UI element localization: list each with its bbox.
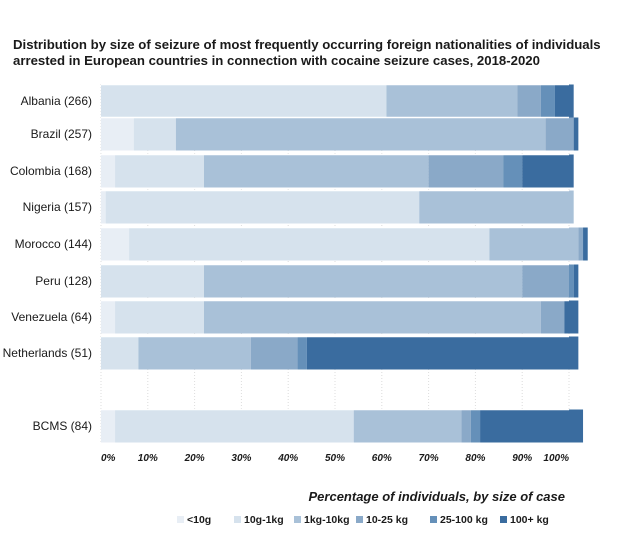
bar-segment — [101, 300, 116, 334]
legend-label: 25-100 kg — [440, 514, 488, 526]
legend-label: 10-25 kg — [366, 514, 408, 526]
x-tick-label: 70% — [419, 453, 439, 464]
bar-segment — [129, 227, 490, 261]
bar-segment — [175, 117, 546, 151]
bar-segment — [250, 336, 298, 370]
bar-segment — [480, 409, 584, 443]
bar-segment — [203, 264, 523, 298]
category-label: Albania (266) — [21, 94, 92, 108]
bar-segment — [138, 336, 251, 370]
legend-label: 10g-1kg — [244, 514, 284, 526]
bar-segment — [573, 117, 579, 151]
legend-swatch — [356, 516, 363, 523]
legend-item: 100+ kg — [500, 514, 549, 526]
legend-swatch — [430, 516, 437, 523]
bar-segment — [203, 154, 429, 188]
legend-label: <10g — [187, 514, 211, 526]
bar-segment — [517, 84, 541, 118]
chart-title: Distribution by size of seizure of most … — [13, 37, 601, 68]
bar-segment — [554, 84, 574, 118]
bar-segment — [101, 190, 106, 224]
legend-item: 10g-1kg — [234, 514, 284, 526]
category-label: Nigeria (157) — [23, 200, 92, 214]
bar-segment — [101, 264, 204, 298]
bar-segment — [101, 409, 116, 443]
legend-swatch — [500, 516, 507, 523]
bar-segment — [297, 336, 307, 370]
legend-item: 25-100 kg — [430, 514, 488, 526]
bar-segment — [115, 300, 204, 334]
bar-segment — [489, 227, 579, 261]
legend-item: 1kg-10kg — [294, 514, 350, 526]
bar-segment — [101, 227, 130, 261]
bar-segment — [461, 409, 471, 443]
bar-segment — [569, 264, 574, 298]
legend-swatch — [294, 516, 301, 523]
legend-label: 1kg-10kg — [304, 514, 350, 526]
bar-segment — [503, 154, 523, 188]
category-label: Brazil (257) — [31, 127, 92, 141]
bar-segment — [578, 227, 584, 261]
x-tick-label: 80% — [465, 453, 485, 464]
category-label: Peru (128) — [35, 274, 92, 288]
x-tick-label: 60% — [372, 453, 392, 464]
legend-item: <10g — [177, 514, 211, 526]
x-tick-label: 100% — [543, 453, 569, 464]
bar-segment — [115, 409, 354, 443]
bar-segment — [470, 409, 481, 443]
bar-segment — [101, 154, 116, 188]
bar-segment — [101, 336, 139, 370]
bar-segment — [540, 300, 565, 334]
x-tick-label: 30% — [231, 453, 251, 464]
bar-segment — [428, 154, 504, 188]
bar-segment — [203, 300, 541, 334]
legend-swatch — [177, 516, 184, 523]
bar-segment — [386, 84, 518, 118]
category-labels: Albania (266) Brazil (257) Colombia (168) N… — [3, 94, 92, 433]
x-tick-label: 20% — [184, 453, 205, 464]
bar-segment — [419, 190, 574, 224]
bar-segment — [583, 227, 588, 261]
bar-segment — [105, 190, 420, 224]
x-tick-label: 50% — [325, 453, 345, 464]
bar-segment — [353, 409, 462, 443]
bar-segment — [133, 117, 176, 151]
x-tick-label: 40% — [277, 453, 298, 464]
category-label: Colombia (168) — [10, 164, 92, 178]
category-label: BCMS (84) — [33, 419, 92, 433]
category-label: Netherlands (51) — [3, 346, 92, 360]
legend-item: 10-25 kg — [356, 514, 408, 526]
bar-segment — [564, 300, 579, 334]
bar-segment — [522, 154, 574, 188]
category-label: Venezuela (64) — [11, 310, 92, 324]
x-tick-label: 0% — [101, 453, 116, 464]
bar-segment — [522, 264, 569, 298]
legend-label: 100+ kg — [510, 514, 549, 526]
x-axis-label: Percentage of individuals, by size of ca… — [309, 489, 565, 504]
x-tick-label: 90% — [512, 453, 532, 464]
bar-segment — [540, 84, 555, 118]
bar-segment — [101, 84, 387, 118]
x-tick-labels: 0% 10% 20% 30% 40% 50% 60% 70% 80% 90% 100% — [101, 453, 569, 464]
bars — [101, 83, 588, 443]
bar-segment — [545, 117, 574, 151]
bar-segment — [306, 336, 579, 370]
bar-segment — [115, 154, 204, 188]
legend-swatch — [234, 516, 241, 523]
category-label: Morocco (144) — [15, 237, 92, 251]
bar-segment — [573, 264, 579, 298]
legend: <10g 10g-1kg 1kg-10kg 10-25 kg 25-100 kg 100+… — [177, 514, 549, 526]
bar-segment — [101, 117, 134, 151]
x-tick-label: 10% — [138, 453, 158, 464]
